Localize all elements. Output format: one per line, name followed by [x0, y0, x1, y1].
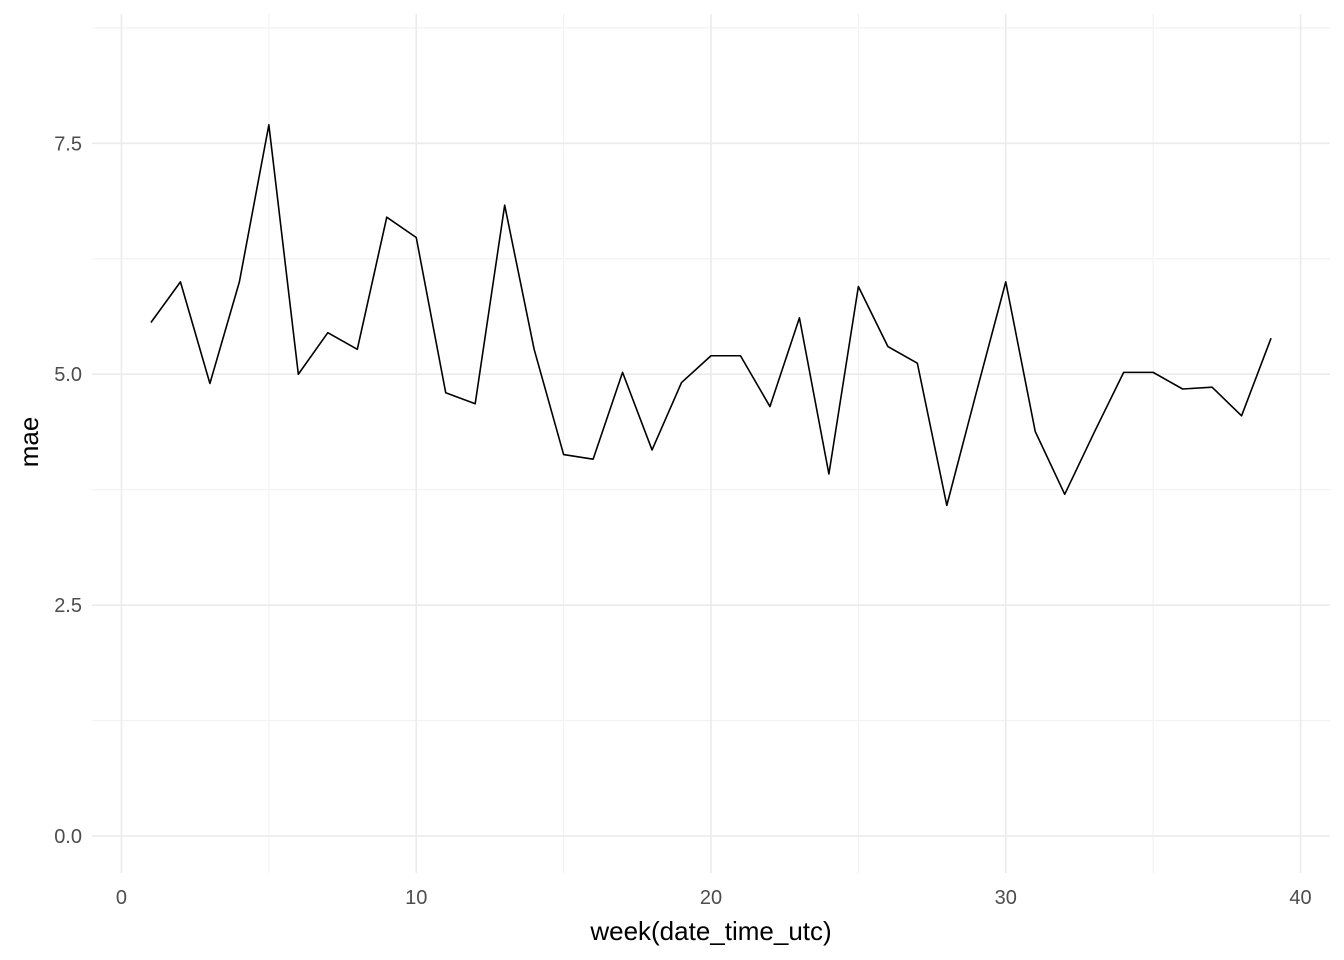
x-tick-label: 30 [995, 887, 1017, 909]
y-tick-label: 2.5 [54, 595, 82, 617]
x-tick-labels: 0 10 20 30 40 [116, 887, 1312, 909]
y-tick-labels: 0.0 2.5 5.0 7.5 [54, 133, 82, 848]
x-tick-label: 40 [1289, 887, 1311, 909]
y-tick-label: 5.0 [54, 364, 82, 386]
x-axis-title: week(date_time_utc) [589, 916, 831, 946]
x-tick-label: 20 [700, 887, 722, 909]
x-tick-label: 0 [116, 887, 127, 909]
y-tick-label: 0.0 [54, 826, 82, 848]
series-line [150, 124, 1272, 507]
x-tick-label: 10 [405, 887, 427, 909]
major-gridlines [92, 14, 1330, 873]
data-series [150, 124, 1272, 507]
y-axis-title: mae [14, 417, 44, 468]
y-tick-label: 7.5 [54, 133, 82, 155]
